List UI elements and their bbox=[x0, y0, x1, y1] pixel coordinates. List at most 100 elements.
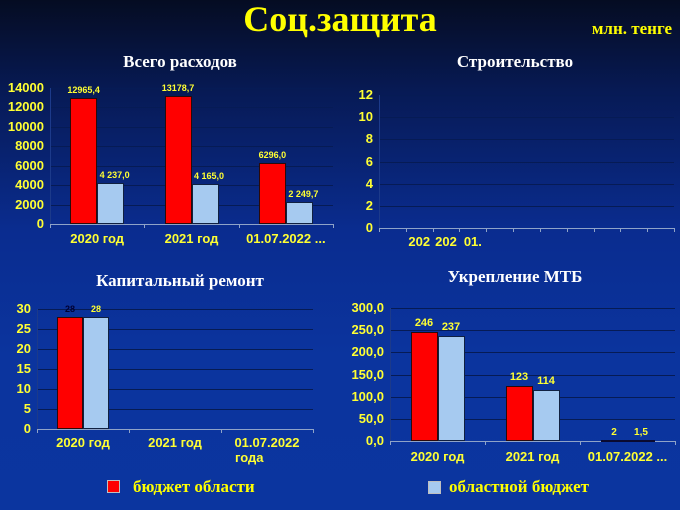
x-axis-tick bbox=[459, 228, 461, 232]
y-axis-tick-label: 15 bbox=[16, 361, 31, 376]
y-axis-tick-label: 20 bbox=[16, 341, 31, 356]
units-label: млн. тенге bbox=[591, 19, 672, 38]
x-axis-category-line: 01.07.2022 bbox=[234, 435, 300, 450]
chart-title-total-expenses: Всего расходов bbox=[123, 52, 237, 71]
gridline bbox=[390, 374, 675, 376]
x-axis-category-label: 01.07.2022 ... bbox=[246, 231, 326, 246]
y-axis-tick-label: 0 bbox=[365, 220, 373, 235]
y-axis-tick-label: 30 bbox=[16, 301, 31, 316]
bar-regional-budget bbox=[410, 331, 438, 441]
y-axis-tick-label: 14000 bbox=[7, 80, 44, 95]
chart-title-capital-repair: Капитальный ремонт bbox=[96, 271, 264, 290]
bar-oblast-budget bbox=[97, 182, 125, 224]
x-axis-tick bbox=[129, 429, 130, 433]
bar-oblast-budget bbox=[285, 202, 313, 224]
x-axis-tick bbox=[674, 228, 675, 232]
data-value-label: 6296,0 bbox=[258, 149, 287, 160]
x-axis-tick bbox=[405, 228, 407, 232]
y-axis-tick-label: 10000 bbox=[7, 118, 44, 134]
bar-regional-budget bbox=[57, 317, 83, 429]
x-axis-category-line: 2020 год bbox=[56, 435, 110, 450]
x-axis-tick bbox=[566, 228, 568, 232]
data-value-label: 12965,4 bbox=[67, 85, 100, 96]
y-axis-tick-label: 300,0 bbox=[351, 300, 384, 315]
y-axis-tick-label: 8 bbox=[365, 131, 373, 147]
gridline bbox=[50, 126, 333, 128]
x-axis-category-label: 2021 год bbox=[164, 231, 219, 246]
gridline bbox=[37, 329, 313, 330]
x-axis-tick bbox=[238, 224, 240, 228]
legend-swatch-regional-budget bbox=[107, 480, 120, 493]
x-axis-tick bbox=[37, 429, 38, 433]
y-axis-tick-label: 6000 bbox=[15, 157, 44, 173]
x-axis-tick bbox=[513, 228, 515, 232]
chart-title-mtb: Укрепление МТБ bbox=[447, 267, 583, 286]
x-axis-category-label: 2020 год bbox=[33, 435, 133, 450]
y-axis-tick-label: 0,0 bbox=[365, 433, 384, 448]
bar-regional-budget bbox=[164, 95, 192, 224]
gridline bbox=[50, 146, 333, 148]
gridline bbox=[50, 107, 333, 109]
x-axis bbox=[379, 228, 674, 229]
data-value-label: 237 bbox=[441, 320, 461, 333]
y-axis-tick-label: 8000 bbox=[15, 138, 44, 154]
x-axis-tick bbox=[486, 228, 488, 232]
y-axis bbox=[37, 309, 38, 429]
x-axis-category-label: 01. bbox=[463, 234, 482, 249]
data-value-label: 123 bbox=[509, 371, 529, 384]
y-axis-tick-label: 10 bbox=[16, 381, 31, 396]
legend-label-oblast-budget: областной бюджет bbox=[449, 477, 589, 496]
y-axis-tick-label: 5 bbox=[23, 401, 31, 416]
x-axis-category-label: 2020 год bbox=[410, 449, 465, 464]
y-axis-tick-label: 150,0 bbox=[351, 366, 384, 382]
data-value-label: 2 249,7 bbox=[288, 189, 319, 200]
bar-oblast-budget bbox=[532, 390, 560, 441]
x-axis-category-label: 202 bbox=[408, 234, 431, 249]
x-axis-category-label: 202 bbox=[435, 234, 457, 249]
y-axis-tick-label: 100,0 bbox=[351, 388, 384, 404]
y-axis-tick-label: 6 bbox=[365, 153, 373, 169]
y-axis-tick-label: 25 bbox=[16, 321, 31, 336]
x-axis-tick bbox=[50, 224, 51, 228]
data-value-label: 28 bbox=[64, 304, 75, 314]
x-axis-tick bbox=[485, 441, 486, 445]
x-axis-category-label: 2021 год bbox=[125, 435, 225, 450]
bar-oblast-budget bbox=[437, 335, 465, 441]
chart-title-construction: Строительство bbox=[456, 52, 574, 71]
gridline bbox=[37, 389, 313, 390]
gridline bbox=[37, 309, 313, 310]
x-axis-category-line: года bbox=[235, 450, 264, 465]
x-axis-tick bbox=[593, 228, 595, 232]
gridline bbox=[379, 183, 674, 185]
tiny-bar-baseline bbox=[600, 440, 655, 442]
x-axis-category-label: 2021 год bbox=[505, 449, 560, 464]
gridline bbox=[37, 369, 313, 370]
data-value-label: 13178,7 bbox=[161, 82, 195, 93]
x-axis-tick bbox=[379, 228, 380, 232]
gridline bbox=[390, 330, 675, 332]
x-axis-tick bbox=[313, 429, 314, 433]
x-axis-tick bbox=[675, 441, 676, 445]
x-axis-category-label: 01.07.2022 года bbox=[217, 435, 317, 465]
gridline bbox=[50, 88, 333, 89]
y-axis-tick-label: 0 bbox=[36, 216, 44, 231]
data-value-label: 4 165,0 bbox=[193, 170, 225, 181]
x-axis-tick bbox=[647, 228, 649, 232]
x-axis-tick bbox=[432, 228, 434, 232]
legend-label-regional-budget: бюджет области bbox=[133, 477, 255, 496]
bar-regional-budget bbox=[258, 162, 286, 224]
x-axis-tick bbox=[620, 228, 622, 232]
x-axis-tick bbox=[539, 228, 541, 232]
y-axis-tick-label: 4000 bbox=[15, 177, 44, 193]
bar-regional-budget bbox=[70, 98, 98, 224]
y-axis bbox=[390, 308, 391, 441]
x-axis-tick bbox=[333, 224, 334, 228]
data-value-label: 28 bbox=[90, 304, 101, 314]
x-axis-tick bbox=[144, 224, 146, 228]
x-axis-category-label: 2020 год bbox=[70, 231, 125, 246]
data-value-label: 1,5 bbox=[634, 427, 648, 439]
y-axis bbox=[379, 95, 380, 228]
x-axis-tick bbox=[580, 441, 581, 445]
gridline bbox=[50, 165, 333, 167]
x-axis-tick bbox=[221, 429, 222, 433]
